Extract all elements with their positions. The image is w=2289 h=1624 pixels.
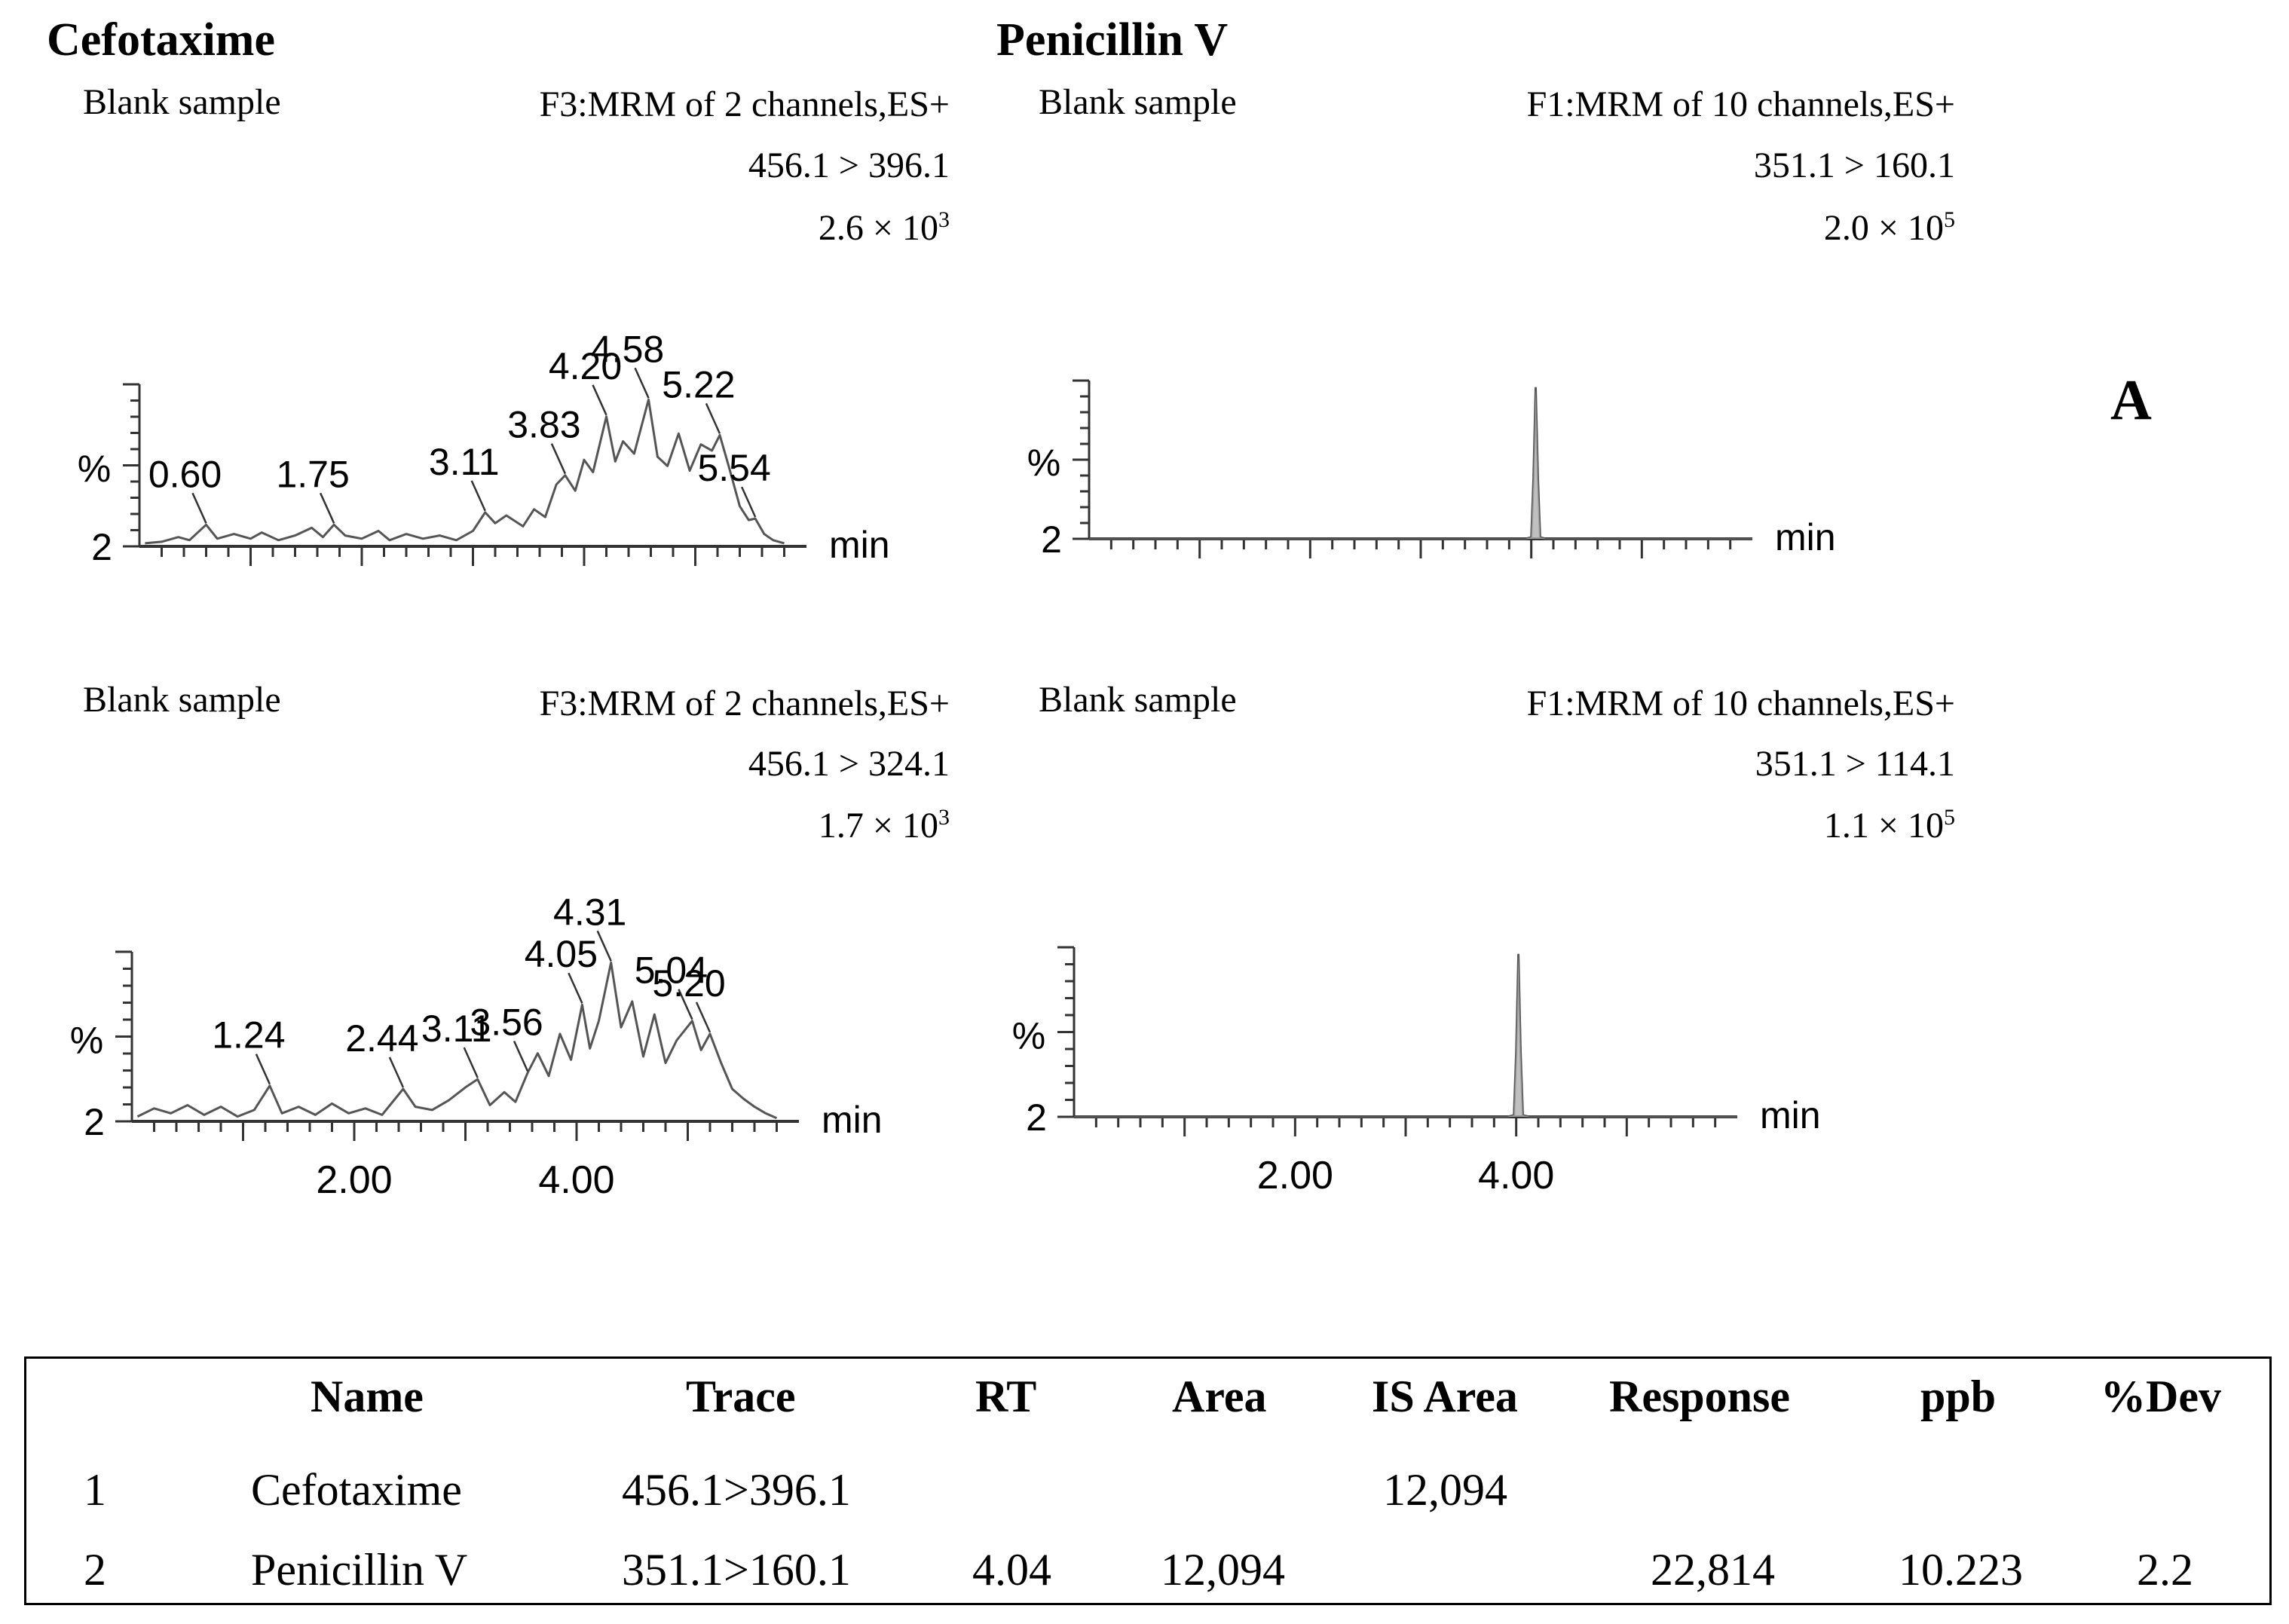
table-row2-ppb: 10.223 — [1899, 1545, 2023, 1595]
peak-label: 5.54 — [697, 447, 770, 489]
peak-label: 5.22 — [662, 363, 735, 405]
table-row2-response: 22,814 — [1651, 1545, 1775, 1595]
chart2-intensity: 1.7 × 103 — [818, 805, 950, 846]
peak-leader-line — [470, 480, 486, 512]
chart1-function: F1:MRM of 10 channels,ES+ — [1526, 84, 1955, 124]
peak-label: 4.58 — [591, 328, 664, 370]
chart2-transition: 456.1 > 324.1 — [748, 744, 950, 784]
peak-label: 4.05 — [525, 933, 598, 975]
table-row1-is-area: 12,094 — [1383, 1465, 1507, 1515]
peak-label: 2.44 — [345, 1017, 418, 1060]
peak-leader-line — [463, 1047, 479, 1078]
chromatogram-trace — [145, 398, 785, 545]
chromatogram-trace — [1089, 387, 1752, 540]
chart3-function: F1:MRM of 10 channels,ES+ — [1526, 684, 1955, 723]
peak-leader-line — [388, 1057, 405, 1088]
peak-label: 5.04 — [635, 950, 708, 992]
table-row2-area: 12,094 — [1161, 1545, 1285, 1595]
peak-fill — [1089, 388, 1752, 539]
peak-leader-line — [568, 972, 583, 1004]
x-axis-label: min — [1760, 1094, 1821, 1136]
chart1-intensity: 2.0 × 105 — [1823, 207, 1955, 248]
table-row2-rt: 4.04 — [972, 1545, 1051, 1595]
y-min-label: 2 — [1026, 1096, 1047, 1139]
table-row1-index: 1 — [84, 1465, 106, 1515]
x-tick-label: 2.00 — [316, 1158, 392, 1202]
chart1-sample-label: Blank sample — [1039, 82, 1237, 122]
table-header-ppb: ppb — [1920, 1372, 1997, 1421]
table-row2-dev: 2.2 — [2137, 1545, 2193, 1595]
table-header-rt: RT — [975, 1372, 1037, 1421]
peak-label: 3.83 — [507, 404, 580, 446]
table-row2-trace: 351.1>160.1 — [622, 1545, 851, 1595]
peak-label: 0.60 — [148, 453, 222, 495]
chart3-chromatogram: % 2 min 2.00 4.00 — [1012, 946, 1821, 1197]
x-axis-label: min — [1775, 516, 1836, 558]
chart1-transition: 351.1 > 160.1 — [1753, 145, 1955, 185]
chart0-intensity: 2.6 × 103 — [818, 207, 950, 248]
table-header-area: Area — [1172, 1372, 1267, 1421]
chart2-chromatogram: % 2 min 2.00 4.00 1.24 2.44 3.113.56 4.054.315.0… — [70, 891, 883, 1202]
peak-label: 1.75 — [276, 453, 349, 495]
x-tick-label: 4.00 — [1478, 1154, 1554, 1197]
chart3-intensity: 1.1 × 105 — [1823, 805, 1955, 846]
peak-leader-line — [705, 402, 721, 434]
chart0-transition: 456.1 > 396.1 — [748, 145, 950, 185]
x-tick-label: 4.00 — [538, 1158, 614, 1202]
peak-label: 3.11 — [421, 1008, 492, 1050]
table-row2-index: 2 — [84, 1545, 106, 1595]
y-min-label: 2 — [84, 1101, 105, 1143]
peak-leader-line — [319, 492, 335, 524]
chart0-chromatogram: % 2 min 0.60 1.75 3.113.83 4.204.585.22 5.54 — [78, 328, 890, 568]
y-axis-label: % — [70, 1020, 103, 1062]
table-header-is-area: IS Area — [1372, 1372, 1518, 1421]
peak-label: 4.31 — [553, 891, 626, 933]
chart0-sample-label: Blank sample — [83, 82, 281, 122]
peak-label: 3.11 — [429, 441, 500, 483]
table-row2-name: Penicillin V — [251, 1545, 468, 1595]
x-tick-label: 2.00 — [1257, 1154, 1333, 1197]
panel-letter: A — [2110, 369, 2152, 432]
cefotaxime-section-title: Cefotaxime — [47, 14, 275, 66]
chart3-sample-label: Blank sample — [1039, 680, 1237, 720]
peak-leader-line — [255, 1054, 271, 1085]
peak-fill — [1074, 955, 1737, 1117]
chart0-function: F3:MRM of 2 channels,ES+ — [539, 84, 950, 124]
table-row1-name: Cefotaxime — [251, 1465, 462, 1515]
y-min-label: 2 — [91, 526, 112, 568]
table-header-response: Response — [1609, 1372, 1791, 1421]
chart2-sample-label: Blank sample — [83, 680, 281, 720]
penicillin-section-title: Penicillin V — [996, 14, 1229, 66]
peak-leader-line — [678, 989, 693, 1020]
y-axis-label: % — [1027, 442, 1060, 484]
peak-leader-line — [634, 367, 650, 399]
table-row1-trace: 456.1>396.1 — [622, 1465, 851, 1515]
y-min-label: 2 — [1041, 518, 1062, 561]
peak-leader-line — [741, 486, 757, 518]
x-axis-label: min — [829, 524, 890, 566]
peak-leader-line — [550, 443, 567, 475]
table-header-dev: %Dev — [2101, 1372, 2221, 1421]
peak-leader-line — [596, 930, 612, 962]
peak-leader-line — [695, 1002, 711, 1033]
results-table: Name Trace RT Area IS Area Response ppb … — [24, 1356, 2272, 1605]
chart3-transition: 351.1 > 114.1 — [1755, 744, 1955, 784]
peak-leader-line — [191, 492, 207, 524]
peak-leader-line — [513, 1040, 529, 1072]
chart2-function: F3:MRM of 2 channels,ES+ — [539, 684, 950, 723]
peak-label: 5.20 — [652, 962, 725, 1005]
chromatogram-trace — [1074, 953, 1737, 1118]
chromatogram-trace — [136, 961, 778, 1120]
peak-label: 4.20 — [549, 345, 622, 387]
table-header-name: Name — [311, 1372, 424, 1421]
peak-label: 1.24 — [212, 1014, 285, 1057]
chart1-chromatogram: % 2 min — [1027, 379, 1836, 561]
peak-label: 3.56 — [470, 1002, 543, 1044]
y-axis-label: % — [78, 448, 111, 490]
y-axis-label: % — [1012, 1015, 1045, 1057]
x-axis-label: min — [822, 1099, 883, 1141]
peak-leader-line — [592, 384, 607, 416]
table-header-trace: Trace — [686, 1372, 796, 1421]
